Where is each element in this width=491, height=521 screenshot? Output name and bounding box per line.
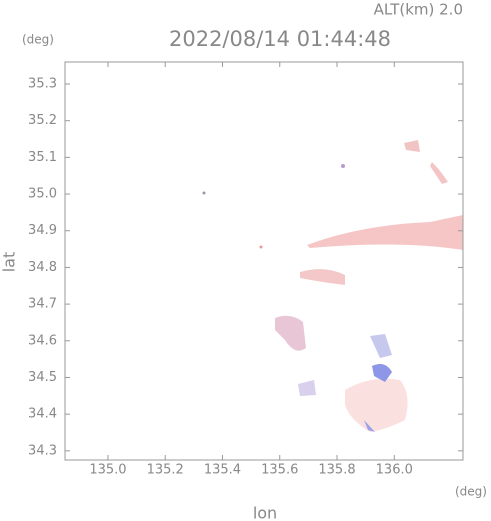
y-tick-label: 34.9 <box>28 223 57 238</box>
chart-subtitle: ALT(km) 2.0 <box>374 1 463 19</box>
y-tick-label: 34.5 <box>28 370 57 385</box>
radar-echoes <box>202 140 463 432</box>
y-axis-label: lat <box>0 252 19 273</box>
x-tick-label: 135.4 <box>204 463 241 478</box>
chart-title: 2022/08/14 01:44:48 <box>169 27 391 51</box>
y-unit: (deg) <box>22 33 54 47</box>
x-tick-label: 135.0 <box>89 463 126 478</box>
x-unit: (deg) <box>455 485 487 499</box>
y-tick-label: 34.4 <box>28 407 57 422</box>
plot-frame <box>64 61 464 461</box>
x-tick-label: 135.2 <box>147 463 184 478</box>
y-tick-label: 34.8 <box>28 260 57 275</box>
x-axis-label: lon <box>253 504 277 521</box>
y-tick-label: 34.3 <box>28 443 57 458</box>
y-tick-label: 34.7 <box>28 297 57 312</box>
y-tick-label: 34.6 <box>28 333 57 348</box>
x-tick-label: 135.6 <box>261 463 298 478</box>
x-tick-label: 135.8 <box>318 463 355 478</box>
y-tick-label: 35.2 <box>28 113 57 128</box>
y-tick-label: 35.3 <box>28 77 57 92</box>
x-tick-label: 136.0 <box>376 463 413 478</box>
y-tick-label: 35.0 <box>28 187 57 202</box>
y-tick-label: 35.1 <box>28 150 57 165</box>
